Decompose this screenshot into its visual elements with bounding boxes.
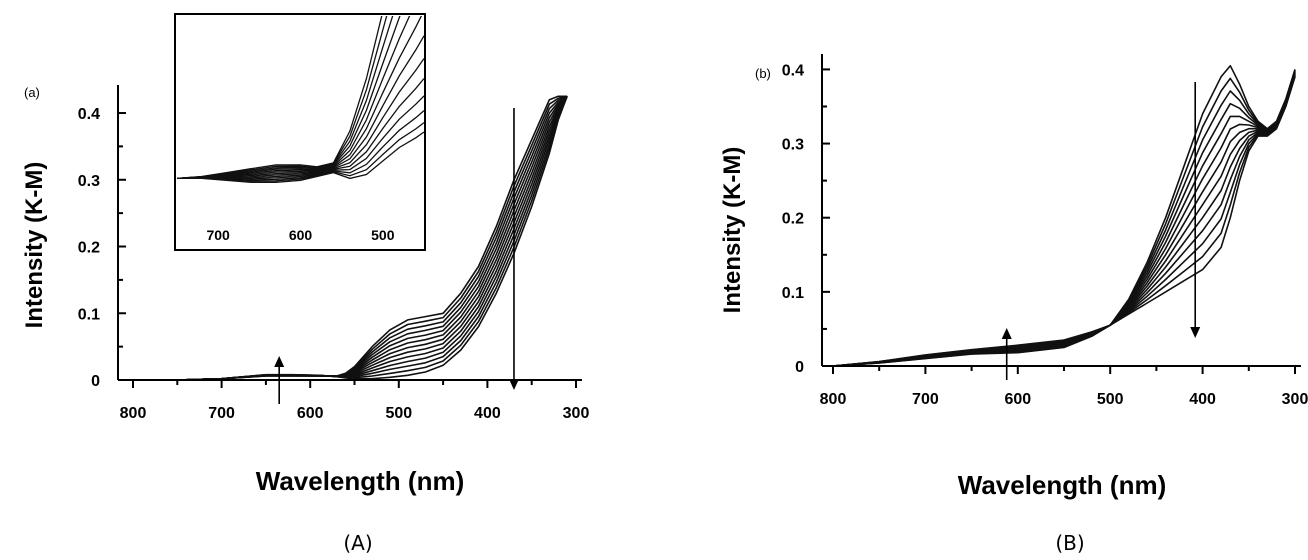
x-tick-label: 600 xyxy=(297,405,324,422)
panel-a-tick-labels: 800 700 600 500 400 300 0 0.1 0.2 0.3 0.4 xyxy=(78,106,590,422)
panel-b-label: (b) xyxy=(755,66,771,81)
inset-spectrum-line xyxy=(177,131,424,183)
inset-series xyxy=(177,16,424,183)
y-tick-label: 0.1 xyxy=(78,306,100,323)
arrow-up-head xyxy=(1001,328,1012,339)
y-tick-label: 0 xyxy=(91,373,100,390)
panel-a-arrows xyxy=(274,108,519,404)
x-tick-label: 800 xyxy=(820,391,847,408)
x-tick-label: 500 xyxy=(1097,391,1124,408)
inset-spectrum-line xyxy=(177,16,388,180)
y-tick-label: 0.4 xyxy=(78,106,100,123)
panel-b-series xyxy=(832,64,1296,367)
y-tick-label: 0.1 xyxy=(782,285,804,302)
inset-spectrum-line xyxy=(177,110,424,181)
x-tick-label: 800 xyxy=(120,405,147,422)
spectrum-line xyxy=(832,76,1296,367)
x-tick-label: 300 xyxy=(1282,391,1308,408)
x-tick-label: 600 xyxy=(1004,391,1031,408)
inset-spectrum-line xyxy=(177,16,423,180)
inset-spectrum-line xyxy=(177,16,383,180)
inset-frame xyxy=(174,13,426,251)
panel-b-x-axis-label: Wavelength (nm) xyxy=(958,470,1166,500)
panel-b-caption: (B) xyxy=(1055,531,1084,555)
y-tick-label: 0.3 xyxy=(782,137,804,154)
x-tick-label: 300 xyxy=(563,405,590,422)
spectrum-line xyxy=(832,75,1296,367)
panel-a-axes xyxy=(117,85,582,388)
y-tick-label: 0.2 xyxy=(782,211,804,228)
x-tick-label: 400 xyxy=(474,405,501,422)
panel-a: (a) 800 700 600 500 400 300 0 0.1 0.2 0.3 0.4 Wave… xyxy=(21,13,590,555)
arrow-up-head xyxy=(274,356,285,367)
arrow-down-head xyxy=(508,379,519,390)
x-tick-label: 500 xyxy=(385,405,412,422)
y-tick-label: 0.2 xyxy=(78,240,100,257)
inset-spectrum-line xyxy=(177,95,424,180)
inset-x-tick-label: 500 xyxy=(371,227,395,243)
inset-spectrum-line xyxy=(177,122,424,182)
inset-spectrum-line xyxy=(177,35,424,180)
panel-a-x-axis-label: Wavelength (nm) xyxy=(256,466,464,496)
panel-b-y-axis-label: Intensity (K-M) xyxy=(719,147,746,314)
inset-tick-labels: 700 600 500 xyxy=(206,227,394,243)
panel-b-arrows xyxy=(1001,82,1201,380)
inset-x-tick-label: 600 xyxy=(289,227,313,243)
y-tick-label: 0.3 xyxy=(78,173,100,190)
panel-a-inset: 700 600 500 xyxy=(174,13,426,251)
panel-b-axes xyxy=(821,54,1301,374)
arrow-down-head xyxy=(1190,327,1201,338)
panel-b-tick-labels: 800 700 600 500 400 300 0 0.1 0.2 0.3 0.4 xyxy=(782,62,1308,408)
panel-a-y-axis-label: Intensity (K-M) xyxy=(21,162,48,329)
x-tick-label: 700 xyxy=(912,391,939,408)
inset-x-tick-label: 700 xyxy=(206,227,230,243)
inset-spectrum-line xyxy=(177,16,394,180)
y-tick-label: 0.4 xyxy=(782,62,804,79)
inset-spectrum-line xyxy=(177,16,411,180)
inset-spectrum-line xyxy=(177,16,401,180)
inset-spectrum-line xyxy=(177,58,424,180)
panel-a-label: (a) xyxy=(24,85,40,100)
panel-a-caption: (A) xyxy=(343,531,372,555)
y-tick-label: 0 xyxy=(795,359,804,376)
x-tick-label: 700 xyxy=(208,405,235,422)
panel-b: (b) 800 700 600 500 400 300 0 0.1 0.2 0.3 0.4 Wave… xyxy=(719,54,1308,555)
x-tick-label: 400 xyxy=(1189,391,1216,408)
inset-spectrum-line xyxy=(177,78,424,180)
